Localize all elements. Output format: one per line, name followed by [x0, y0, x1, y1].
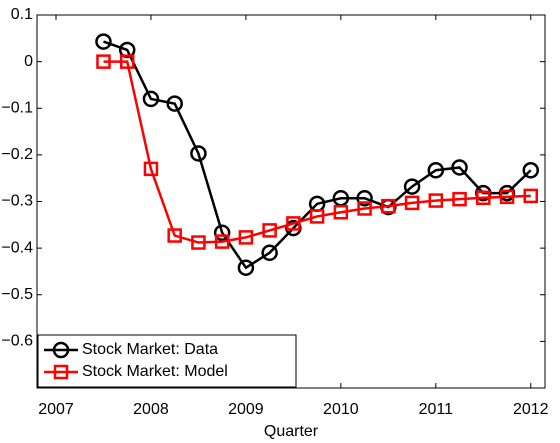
point	[191, 235, 206, 250]
point	[119, 54, 135, 69]
legend-label: Stock Market: Model	[82, 363, 228, 380]
point	[381, 198, 396, 214]
point	[167, 228, 182, 243]
point	[166, 95, 183, 112]
point	[404, 195, 420, 211]
line	[103, 40, 532, 270]
x-tick-label: 2010	[323, 401, 359, 418]
y-tick-label: −0.4	[1, 239, 33, 256]
point	[286, 216, 301, 231]
point	[238, 230, 254, 245]
x-tick-label: 2007	[38, 401, 74, 418]
y-tick-label: −0.6	[1, 333, 33, 350]
x-tick-label: 2012	[513, 401, 549, 418]
y-tick-label: −0.1	[1, 99, 33, 116]
point	[262, 223, 277, 238]
point	[142, 90, 160, 108]
point	[143, 161, 159, 177]
point	[427, 162, 445, 179]
x-tick-label: 2008	[133, 401, 169, 418]
point	[451, 159, 468, 176]
point	[214, 234, 230, 249]
legend	[37, 334, 297, 388]
point	[403, 178, 421, 195]
point	[96, 54, 111, 69]
point	[118, 41, 136, 59]
point	[356, 189, 373, 207]
point	[190, 145, 207, 162]
point	[499, 189, 515, 205]
point	[261, 244, 278, 262]
point	[452, 191, 467, 207]
point	[523, 188, 539, 204]
legend-marker	[52, 341, 70, 359]
y-tick-label: −0.5	[1, 286, 33, 303]
point	[476, 190, 491, 206]
x-tick-label: 2011	[419, 401, 454, 418]
plot-area	[36, 14, 546, 389]
point	[237, 259, 255, 276]
y-tick-label: −0.3	[1, 193, 33, 210]
point	[309, 209, 325, 224]
point	[428, 193, 444, 208]
y-tick-label: 0	[24, 53, 33, 70]
y-tick-label: 0.1	[11, 6, 33, 23]
point	[357, 201, 372, 216]
line	[103, 60, 531, 244]
legend-marker	[53, 364, 69, 380]
point	[522, 162, 540, 179]
point	[333, 204, 349, 220]
legend-label: Stock Market: Data	[82, 341, 218, 358]
point	[213, 224, 231, 241]
x-tick-label: 2009	[228, 401, 264, 418]
x-axis-label: Quarter	[264, 423, 319, 440]
y-tick-label: −0.2	[1, 146, 33, 163]
point	[95, 33, 112, 50]
